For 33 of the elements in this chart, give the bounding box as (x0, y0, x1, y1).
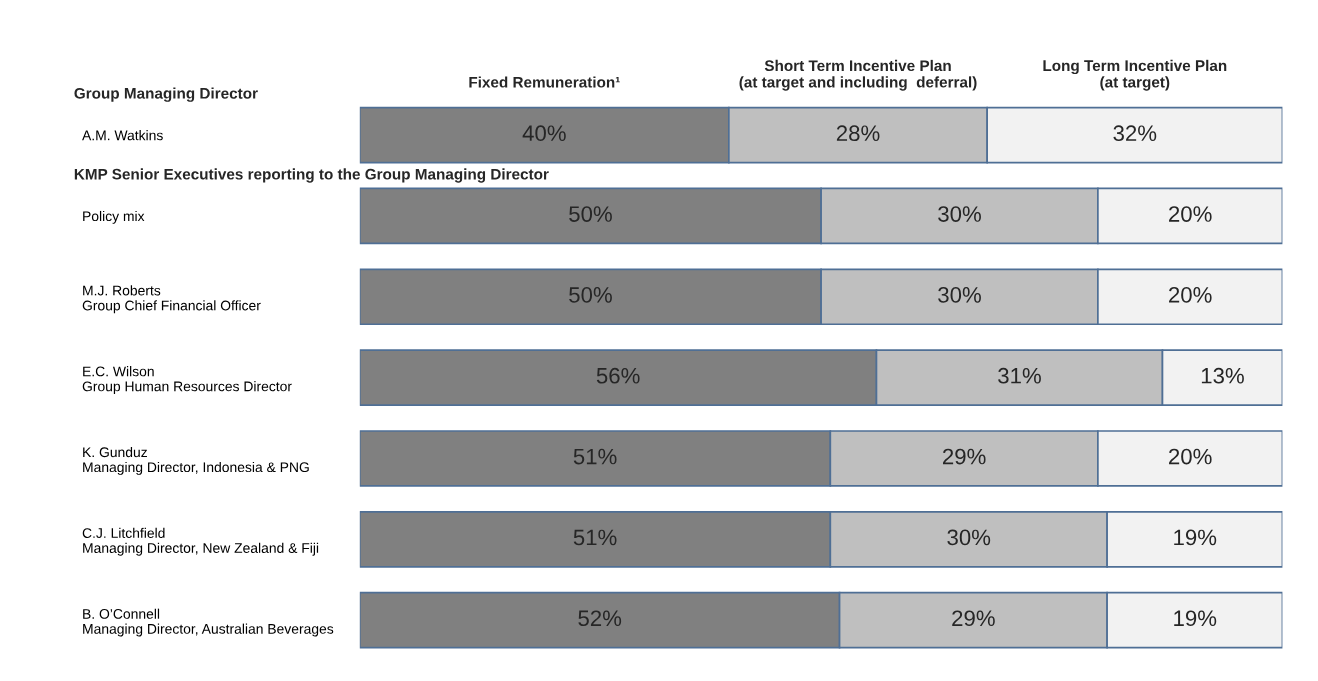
y-tick-label: E.C. Wilson Group Human Resources Director (82, 366, 292, 395)
data-label: 30% (938, 206, 981, 222)
data-label: 40% (522, 125, 566, 142)
series-label: Fixed Remuneration¹ (469, 76, 620, 88)
data-label: 31% (998, 367, 1041, 384)
y-tick-label: M.J. Roberts Group Chief Financial Officer (82, 285, 261, 314)
data-label: 51% (573, 529, 617, 546)
y-tick-label: K. Gunduz Managing Director, Indonesia & PNG (83, 446, 309, 475)
text: Group Managing Director (74, 87, 258, 102)
annotation: KMP Senior Executives reporting to the Group Managing Director (74, 168, 549, 183)
y-tick-label: C.J. Litchfield Managing Director, New Zealand & Fiji (82, 527, 319, 556)
data-label: 29% (952, 610, 995, 627)
data-label: 56% (596, 367, 640, 384)
y-tick-label: A.M. Watkins (82, 130, 163, 141)
data-label: 52% (578, 610, 622, 627)
data-label: 30% (938, 287, 981, 303)
data-label: 50% (569, 206, 612, 222)
data-label: 19% (1174, 610, 1217, 627)
data-label: 32% (1113, 125, 1157, 142)
y-tick-label: B. O’Connell Managing Director, Australian Beverages (83, 608, 334, 637)
y-tick-label: Policy mix (83, 210, 145, 224)
data-label: 19% (1174, 529, 1217, 546)
data-label: 29% (943, 448, 986, 465)
series-label: Short Term Incentive Plan (at target and including deferral) (739, 59, 977, 91)
data-label: 20% (1169, 448, 1212, 465)
series-label: Long Term Incentive Plan (at target) (1043, 59, 1227, 91)
data-label: 51% (573, 448, 617, 465)
data-label: 13% (1201, 367, 1244, 384)
data-label: 50% (569, 287, 612, 303)
data-label: 20% (1169, 287, 1212, 303)
data-label: 20% (1169, 206, 1212, 222)
data-label: 30% (947, 529, 991, 546)
data-label: 28% (836, 125, 880, 142)
